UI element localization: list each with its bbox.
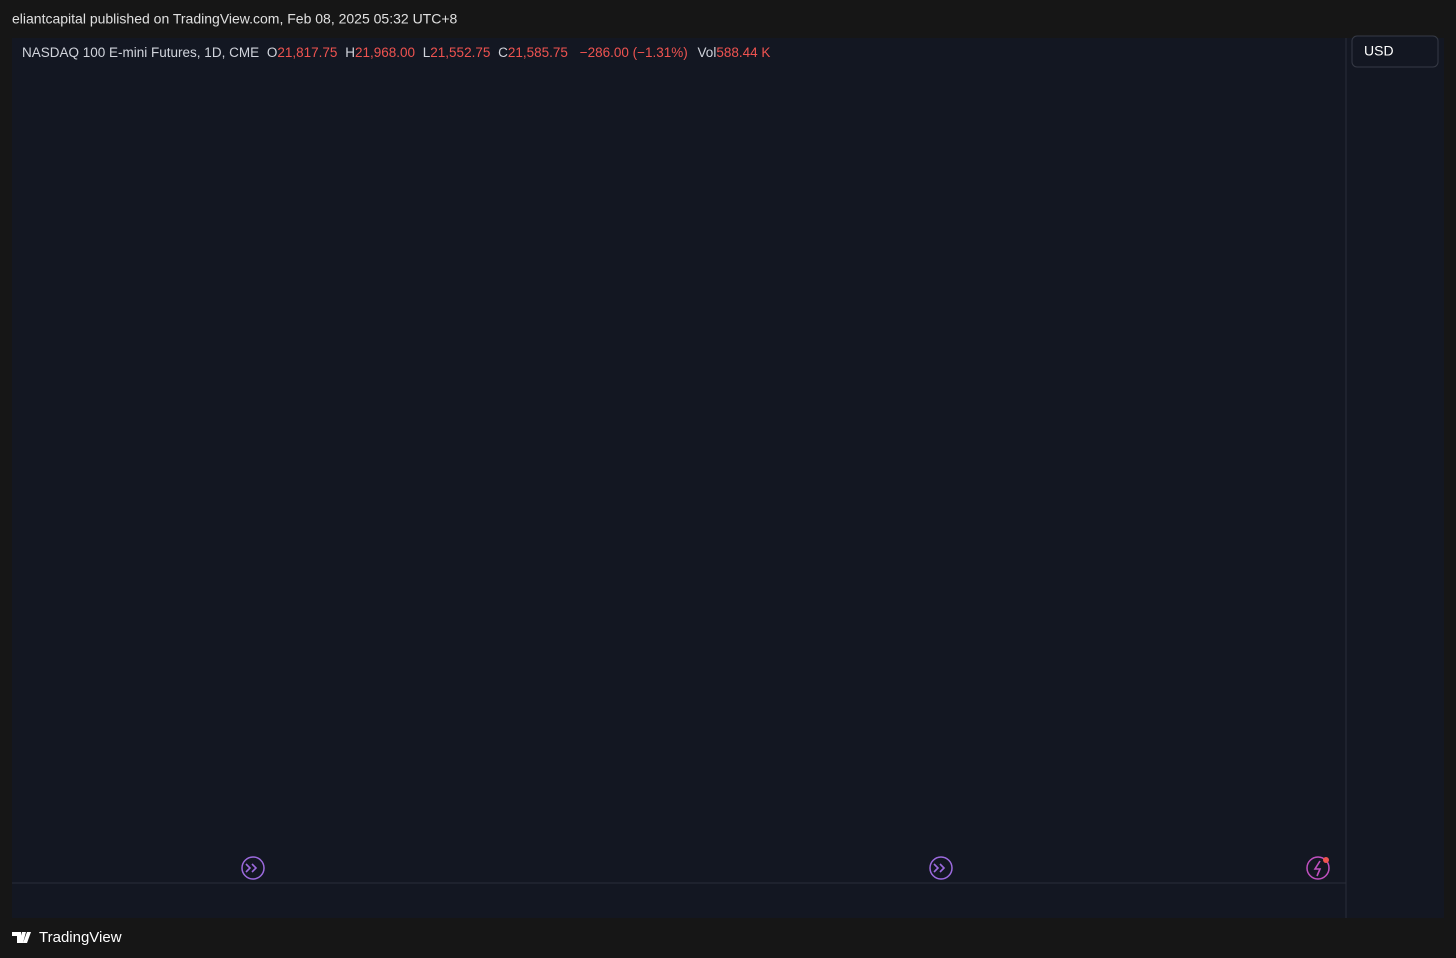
- logo-mark: [12, 932, 31, 943]
- currency-button[interactable]: USD: [1351, 35, 1439, 68]
- ohlc-value: 21,817.75: [277, 45, 337, 60]
- news-bolt[interactable]: [1313, 860, 1322, 877]
- event-circle[interactable]: [929, 856, 953, 880]
- event-arrows[interactable]: [933, 863, 946, 873]
- event-icon[interactable]: [929, 856, 953, 880]
- currency-button-frame[interactable]: [1351, 35, 1439, 68]
- event-icon[interactable]: [241, 856, 265, 880]
- volume-key: Vol: [698, 45, 717, 60]
- publisher: eliantcapital published on TradingView.c…: [12, 11, 458, 27]
- chart-background: [12, 38, 1444, 918]
- footer-logo: TradingView: [12, 929, 122, 946]
- ohlc-value: 21,968.00: [355, 45, 415, 60]
- news-icon[interactable]: [1306, 856, 1330, 880]
- event-arrows[interactable]: [245, 863, 258, 873]
- brand: TradingView: [39, 929, 122, 946]
- news-circle[interactable]: [1306, 856, 1330, 880]
- ohlc-key: L: [423, 45, 431, 60]
- symbol: NASDAQ 100 E-mini Futures, 1D, CME: [22, 45, 259, 60]
- legend: NASDAQ 100 E-mini Futures, 1D, CME O21,8…: [22, 45, 770, 60]
- ohlc-key: O: [267, 45, 278, 60]
- news-dot[interactable]: [1323, 857, 1329, 863]
- ohlc-value: 21,585.75: [508, 45, 568, 60]
- ohlc-key: H: [345, 45, 355, 60]
- event-circle[interactable]: [241, 856, 265, 880]
- ohlc-value: 21,552.75: [430, 45, 490, 60]
- ohlc-key: C: [498, 45, 508, 60]
- change: −286.00 (−1.31%): [580, 45, 688, 60]
- currency[interactable]: USD: [1364, 43, 1394, 59]
- volume: 588.44 K: [716, 45, 770, 60]
